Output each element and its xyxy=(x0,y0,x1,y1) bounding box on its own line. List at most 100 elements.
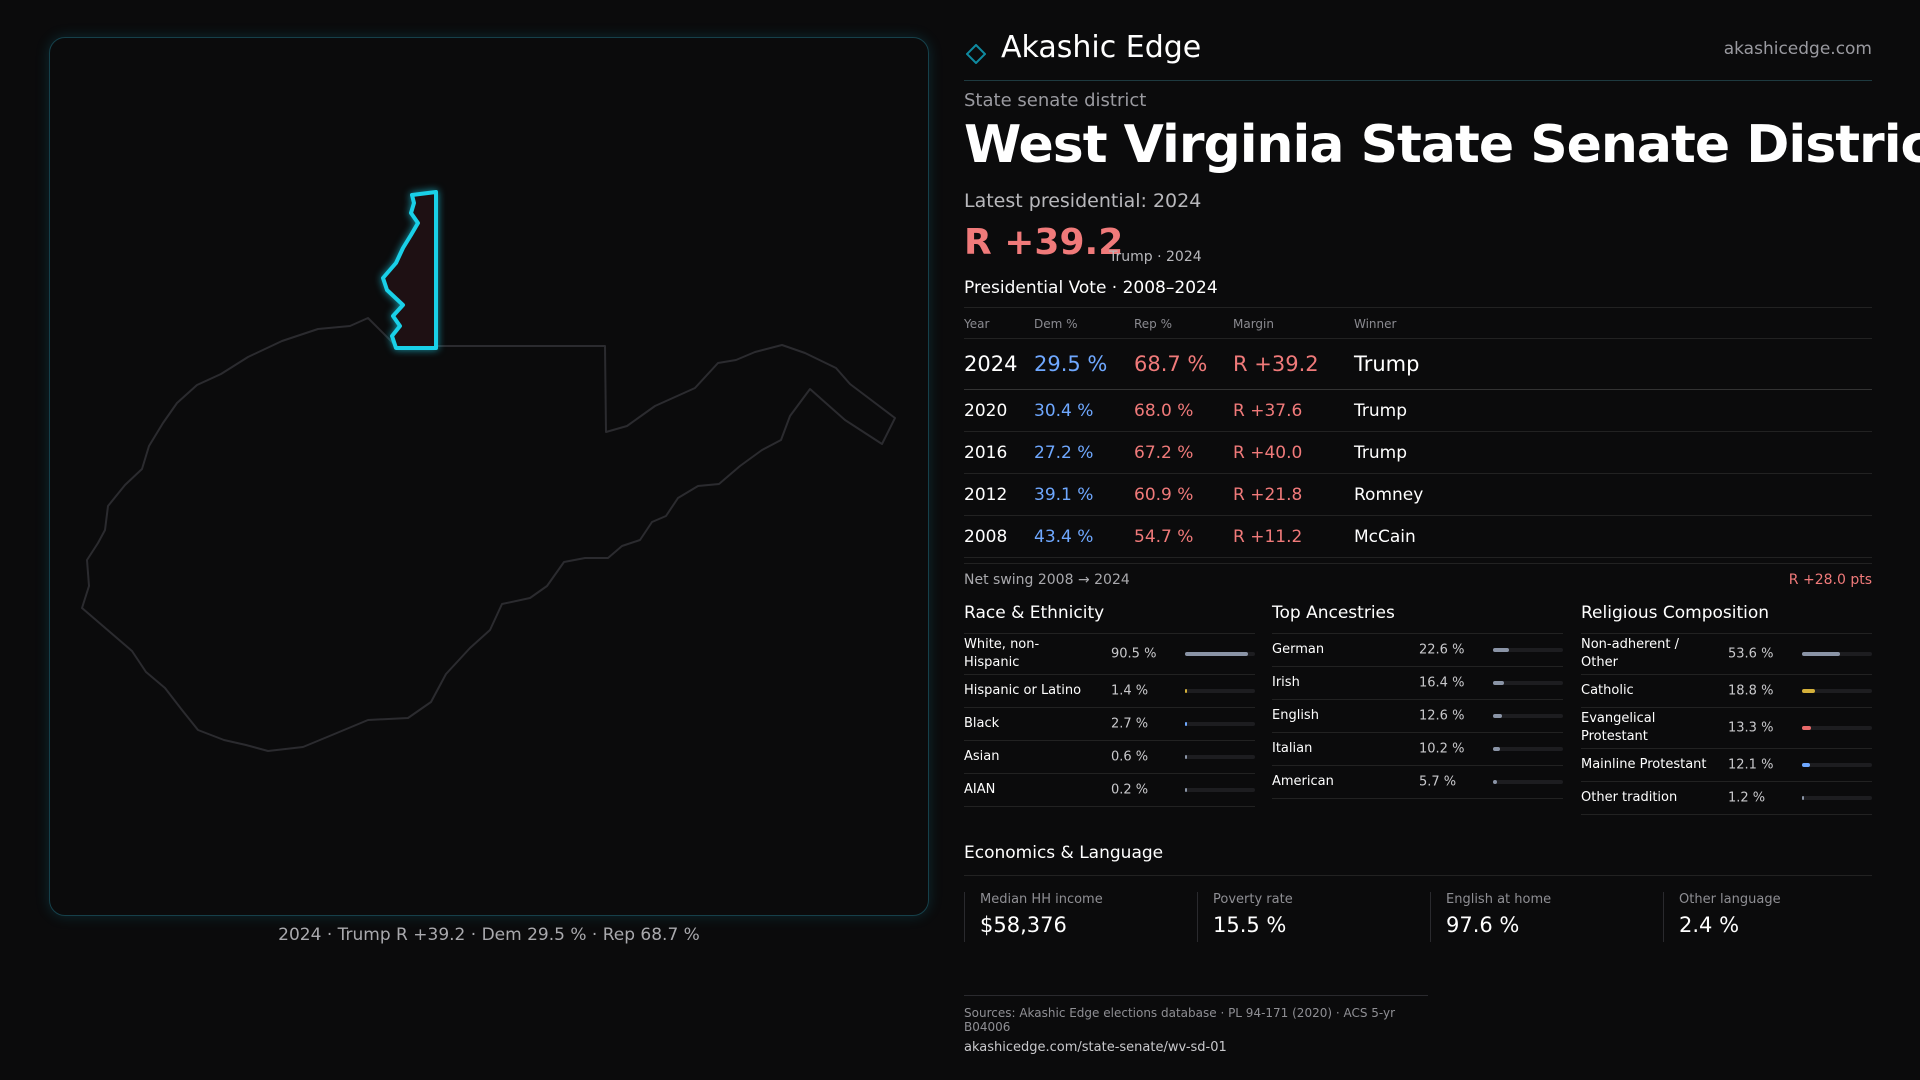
religion-bar-fill xyxy=(1802,796,1804,800)
cell-year: 2008 xyxy=(964,526,1008,547)
race-bar-fill xyxy=(1185,722,1187,726)
header-winner: Winner xyxy=(1354,317,1397,331)
list-item: Irish 16.4 % xyxy=(1272,667,1563,700)
econ-value: 15.5 % xyxy=(1213,913,1287,937)
religion-bar xyxy=(1802,652,1872,656)
religion-label: Other tradition xyxy=(1581,790,1678,805)
religion-section: Religious Composition Non-adherent / Oth… xyxy=(1581,603,1872,815)
ancestry-label: American xyxy=(1272,774,1334,789)
race-pct: 0.6 % xyxy=(1111,749,1149,765)
race-pct: 90.5 % xyxy=(1111,646,1157,662)
page-url[interactable]: akashicedge.com/state-senate/wv-sd-01 xyxy=(964,1040,1227,1055)
econ-poverty-rate: Poverty rate 15.5 % xyxy=(1197,892,1413,942)
brand-url[interactable]: akashicedge.com xyxy=(1723,39,1872,59)
cell-dem: 30.4 % xyxy=(1034,400,1094,421)
headline-margin: R +39.2 xyxy=(964,222,1124,263)
page-title: West Virginia State Senate District 1 xyxy=(964,115,1920,175)
religion-title: Religious Composition xyxy=(1581,603,1872,634)
ancestry-bar xyxy=(1493,780,1563,784)
ancestry-bar-fill xyxy=(1493,780,1497,784)
cell-winner: Trump xyxy=(1354,352,1420,376)
list-item: White, non-Hispanic 90.5 % xyxy=(964,634,1255,675)
cell-year: 2016 xyxy=(964,442,1008,463)
ancestry-label: English xyxy=(1272,708,1319,723)
net-swing-label: Net swing 2008 → 2024 xyxy=(964,572,1130,588)
table-header: Year Dem % Rep % Margin Winner xyxy=(964,308,1872,339)
cell-dem: 43.4 % xyxy=(1034,526,1094,547)
list-item: AIAN 0.2 % xyxy=(964,774,1255,807)
header-year: Year xyxy=(964,317,990,331)
list-item: Asian 0.6 % xyxy=(964,741,1255,774)
district-highlight[interactable] xyxy=(381,190,438,350)
race-label: Black xyxy=(964,716,1000,731)
religion-bar-fill xyxy=(1802,689,1815,693)
district-type: State senate district xyxy=(964,90,1147,111)
cell-year: 2012 xyxy=(964,484,1008,505)
race-label: White, non-Hispanic xyxy=(964,637,1040,670)
header-rep: Rep % xyxy=(1134,317,1173,331)
ancestry-pct: 12.6 % xyxy=(1419,708,1465,724)
religion-pct: 13.3 % xyxy=(1728,720,1774,736)
ancestry-title: Top Ancestries xyxy=(1272,603,1563,634)
sources-footer: Sources: Akashic Edge elections database… xyxy=(964,995,1428,1055)
vote-table-title: Presidential Vote · 2008–2024 xyxy=(964,278,1218,298)
race-bar-fill xyxy=(1185,689,1187,693)
table-row: 2008 43.4 % 54.7 % R +11.2 McCain xyxy=(964,516,1872,558)
list-item: Black 2.7 % xyxy=(964,708,1255,741)
list-item: American 5.7 % xyxy=(1272,766,1563,799)
religion-bar-fill xyxy=(1802,726,1811,730)
cell-margin: R +21.8 xyxy=(1233,484,1303,505)
list-item: Catholic 18.8 % xyxy=(1581,675,1872,708)
ancestry-label: Italian xyxy=(1272,741,1313,756)
list-item: Non-adherent / Other 53.6 % xyxy=(1581,634,1872,675)
map-panel[interactable] xyxy=(49,37,929,916)
religion-bar-fill xyxy=(1802,763,1810,767)
race-label: Asian xyxy=(964,749,1000,764)
race-label: AIAN xyxy=(964,782,996,797)
cell-winner: Trump xyxy=(1354,442,1408,463)
econ-value: 97.6 % xyxy=(1446,913,1520,937)
race-bar-fill xyxy=(1185,788,1187,792)
race-bar xyxy=(1185,788,1255,792)
ancestry-bar xyxy=(1493,681,1563,685)
cell-rep: 60.9 % xyxy=(1134,484,1194,505)
ancestry-bar xyxy=(1493,714,1563,718)
race-title: Race & Ethnicity xyxy=(964,603,1255,634)
cell-dem: 27.2 % xyxy=(1034,442,1094,463)
race-bar xyxy=(1185,652,1255,656)
religion-bar-fill xyxy=(1802,652,1840,656)
religion-pct: 1.2 % xyxy=(1728,790,1766,806)
state-map[interactable] xyxy=(50,38,928,915)
header-dem: Dem % xyxy=(1034,317,1078,331)
cell-margin: R +39.2 xyxy=(1233,352,1319,376)
cell-rep: 68.7 % xyxy=(1134,352,1208,376)
cell-winner: Romney xyxy=(1354,484,1424,505)
net-swing-value: R +28.0 pts xyxy=(1788,572,1872,588)
cell-margin: R +40.0 xyxy=(1233,442,1303,463)
ancestry-bar xyxy=(1493,648,1563,652)
cell-margin: R +37.6 xyxy=(1233,400,1303,421)
list-item: Mainline Protestant 12.1 % xyxy=(1581,749,1872,782)
ancestry-label: German xyxy=(1272,642,1325,657)
state-outline xyxy=(81,317,896,752)
religion-label: Evangelical Protestant xyxy=(1581,711,1656,744)
race-pct: 2.7 % xyxy=(1111,716,1149,732)
race-bar xyxy=(1185,755,1255,759)
religion-label: Mainline Protestant xyxy=(1581,757,1707,772)
race-pct: 1.4 % xyxy=(1111,683,1149,699)
econ-median-income: Median HH income $58,376 xyxy=(964,892,1180,942)
religion-pct: 18.8 % xyxy=(1728,683,1774,699)
race-bar-fill xyxy=(1185,755,1187,759)
race-bar xyxy=(1185,722,1255,726)
econ-value: $58,376 xyxy=(980,913,1067,937)
religion-bar xyxy=(1802,726,1872,730)
religion-bar xyxy=(1802,689,1872,693)
cell-rep: 67.2 % xyxy=(1134,442,1194,463)
ancestry-bar xyxy=(1493,747,1563,751)
cell-winner: Trump xyxy=(1354,400,1408,421)
table-row: 2020 30.4 % 68.0 % R +37.6 Trump xyxy=(964,390,1872,432)
race-bar-fill xyxy=(1185,652,1248,656)
brand-header: Akashic Edge akashicedge.com xyxy=(964,30,1872,81)
econ-other-language: Other language 2.4 % xyxy=(1663,892,1879,942)
ancestry-pct: 22.6 % xyxy=(1419,642,1465,658)
